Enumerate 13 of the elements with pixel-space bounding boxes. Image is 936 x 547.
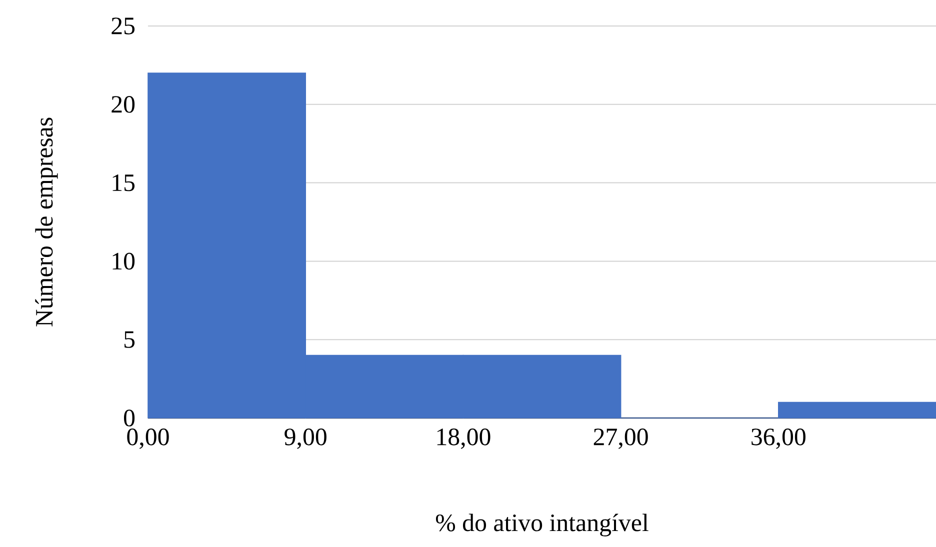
y-tick-label: 5 <box>124 331 135 348</box>
y-tick-label: 15 <box>112 174 135 192</box>
x-tick-label: 9,00 <box>284 428 326 449</box>
y-tick-label: 0 <box>124 410 135 426</box>
y-tick-label: 20 <box>112 96 135 113</box>
y-tick-label: 25 <box>112 18 135 34</box>
x-tick-label: 36,00 <box>752 428 806 449</box>
y-axis-title: Número de empresas <box>35 118 58 326</box>
x-axis-title: % do ativo intangível <box>436 514 648 536</box>
x-tick-label: 18,00 <box>437 428 490 449</box>
x-tick-label: 27,00 <box>594 428 648 449</box>
x-tick-label: 0,00 <box>127 428 169 449</box>
y-tick-label: 10 <box>112 252 135 270</box>
